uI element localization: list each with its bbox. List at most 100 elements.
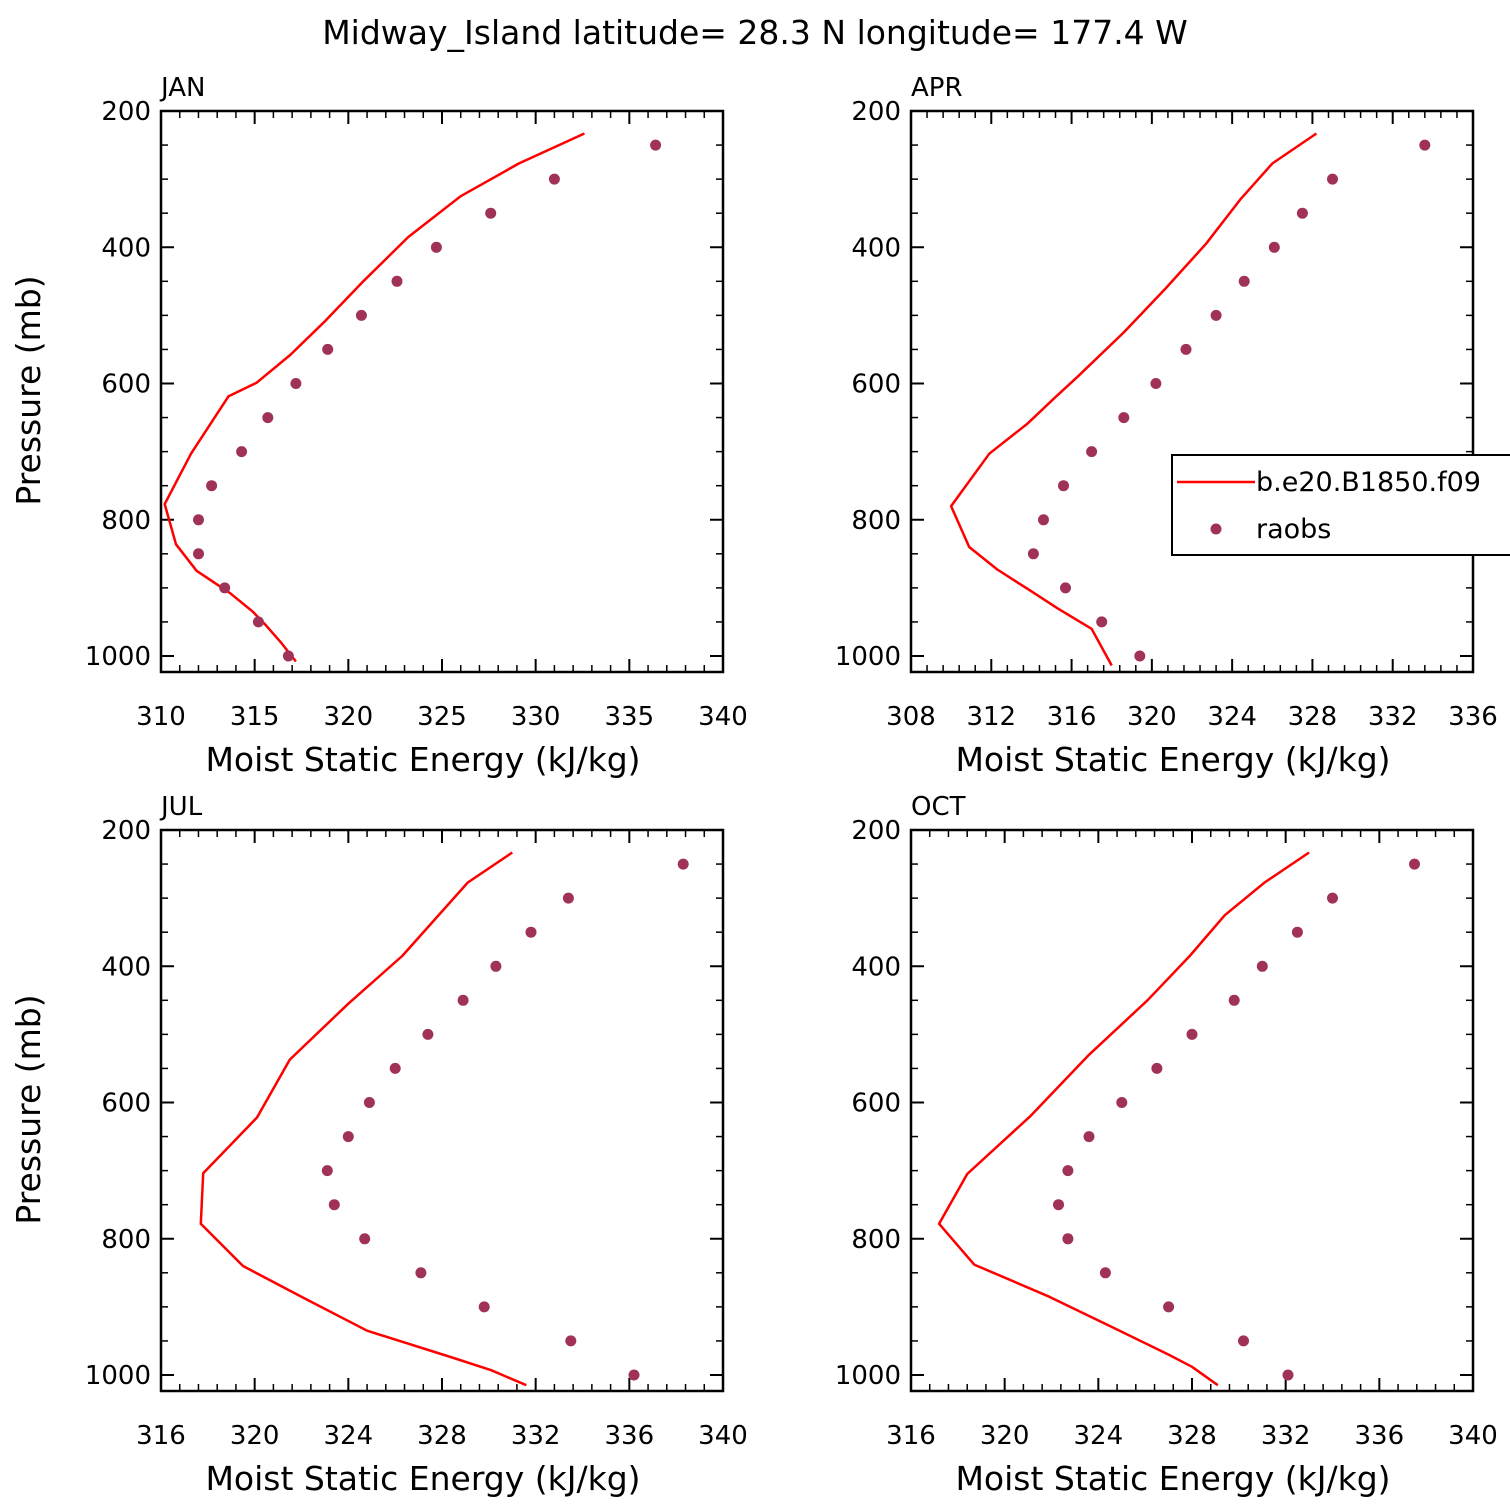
y-tick-label: 1000 [85, 642, 151, 672]
x-tick-label: 330 [511, 702, 561, 732]
raobs-point [1256, 960, 1268, 972]
y-tick-label: 600 [851, 370, 901, 400]
raobs-point [415, 1267, 427, 1279]
raobs-point [1327, 892, 1338, 904]
panel-title: JUL [159, 792, 203, 822]
model-profile-line [163, 132, 585, 663]
x-tick-label: 320 [324, 702, 374, 732]
model-profile-line [949, 132, 1318, 667]
raobs-point [1419, 139, 1431, 151]
raobs-point [236, 446, 248, 458]
legend-obs-label: raobs [1256, 514, 1331, 545]
panel-apr: 308 312 316 320 324 328 332 336 200 400 600 800 1000… [835, 73, 1498, 779]
x-tick-label: 328 [1167, 1421, 1217, 1451]
raobs-point [355, 309, 367, 321]
raobs-point [1083, 1131, 1095, 1143]
raobs-point [1238, 275, 1250, 287]
x-tick-label: 328 [417, 1421, 467, 1451]
x-tick-label: 324 [1207, 702, 1257, 732]
raobs-point [322, 343, 334, 355]
raobs-point [282, 650, 294, 662]
panel-jan: 310 315 320 325 330 335 340 200 400 600 800 1000 JAN… [9, 73, 748, 779]
raobs-point [1027, 548, 1039, 560]
raobs-point [252, 616, 264, 628]
x-tick-label: 316 [136, 1421, 186, 1451]
x-tick-label: 336 [1448, 702, 1498, 732]
x-tick-label: 336 [605, 1421, 655, 1451]
model-profile-line [199, 851, 527, 1387]
x-tick-label: 308 [886, 702, 936, 732]
raobs-point [490, 960, 502, 972]
raobs-point [565, 1335, 577, 1347]
y-tick-label: 400 [851, 233, 901, 263]
y-tick-label: 600 [101, 1089, 151, 1119]
x-axis-label: Moist Static Energy (kJ/kg) [205, 1459, 640, 1498]
x-axis-label: Moist Static Energy (kJ/kg) [955, 740, 1390, 779]
x-tick-label: 316 [1047, 702, 1097, 732]
raobs-point [562, 892, 574, 904]
x-tick-label: 340 [1448, 1421, 1498, 1451]
raobs-point [430, 241, 442, 253]
raobs-point [262, 412, 274, 424]
raobs-point [1296, 207, 1308, 219]
raobs-point [1060, 582, 1071, 594]
raobs-point [1096, 616, 1108, 628]
raobs-point [328, 1199, 340, 1211]
raobs-point [422, 1028, 434, 1040]
y-tick-label: 400 [101, 233, 151, 263]
y-tick-label: 200 [851, 97, 901, 127]
raobs-point [1062, 1165, 1074, 1177]
legend-obs-dot-icon [1210, 523, 1222, 535]
raobs-point [485, 207, 497, 219]
y-tick-label: 600 [851, 1089, 901, 1119]
raobs-point [457, 994, 469, 1006]
x-tick-label: 332 [1261, 1421, 1311, 1451]
y-tick-label: 800 [851, 1225, 901, 1255]
x-tick-label: 336 [1355, 1421, 1405, 1451]
raobs-point [193, 548, 204, 560]
raobs-point [1116, 1097, 1128, 1108]
raobs-point [677, 858, 689, 870]
raobs-point [478, 1301, 490, 1313]
figure-title: Midway_Island latitude= 28.3 N longitude… [322, 13, 1188, 52]
raobs-point [1180, 343, 1192, 355]
x-tick-label: 325 [417, 702, 467, 732]
legend-box [1171, 454, 1510, 556]
x-tick-label: 340 [698, 702, 748, 732]
raobs-point [1228, 994, 1240, 1006]
y-tick-label: 1000 [835, 1361, 901, 1391]
panel-title: APR [911, 73, 963, 103]
raobs-point [290, 378, 302, 389]
panel-jul: 316 320 324 328 332 336 340 200 400 600 800 1000 JUL… [9, 792, 748, 1498]
x-tick-label: 320 [980, 1421, 1030, 1451]
y-tick-label: 600 [101, 370, 151, 400]
y-axis-label: Pressure (mb) [9, 275, 48, 505]
raobs-point [1238, 1335, 1249, 1347]
model-profile-line [937, 851, 1310, 1387]
raobs-point [525, 926, 537, 938]
y-tick-label: 800 [101, 1225, 151, 1255]
raobs-point [1409, 858, 1420, 870]
raobs-point [342, 1131, 354, 1143]
raobs-point [628, 1369, 640, 1381]
x-tick-label: 315 [230, 702, 280, 732]
y-tick-label: 1000 [85, 1361, 151, 1391]
raobs-point [359, 1233, 371, 1245]
raobs-point [206, 480, 218, 492]
raobs-point [1118, 412, 1130, 424]
raobs-point [219, 582, 231, 594]
x-tick-label: 320 [230, 1421, 280, 1451]
x-axis-label: Moist Static Energy (kJ/kg) [205, 740, 640, 779]
x-axis-label: Moist Static Energy (kJ/kg) [955, 1459, 1390, 1498]
raobs-point [1268, 241, 1280, 253]
raobs-point [321, 1165, 333, 1177]
raobs-point [1163, 1301, 1175, 1313]
raobs-point [193, 514, 204, 526]
raobs-point [1210, 309, 1222, 321]
raobs-point [1291, 926, 1303, 938]
x-tick-label: 340 [698, 1421, 748, 1451]
panel-title: OCT [911, 792, 966, 822]
raobs-point [1134, 650, 1146, 662]
